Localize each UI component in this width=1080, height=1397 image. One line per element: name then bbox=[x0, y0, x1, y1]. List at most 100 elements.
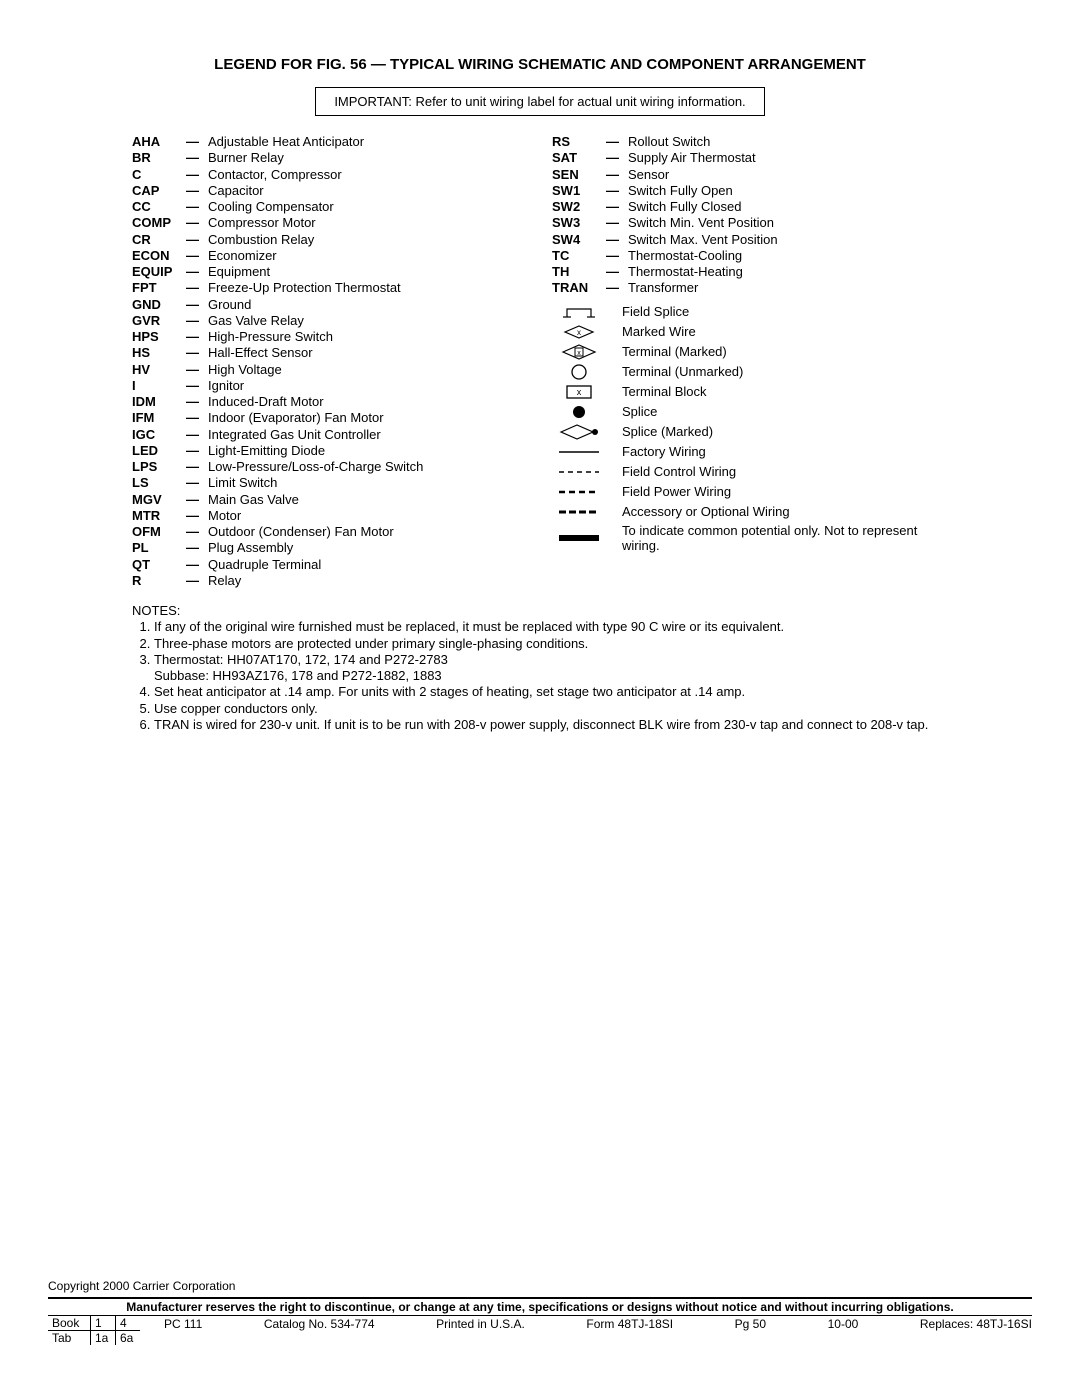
abbr-dash: — bbox=[186, 345, 208, 361]
abbr-row: MTR—Motor bbox=[132, 508, 528, 524]
abbr-desc: Economizer bbox=[208, 248, 528, 264]
tab-v2: 6a bbox=[116, 1331, 140, 1345]
abbr-desc: Thermostat-Heating bbox=[628, 264, 948, 280]
abbr-row: R—Relay bbox=[132, 573, 528, 589]
abbr-dash: — bbox=[186, 427, 208, 443]
abbr-row: OFM—Outdoor (Condenser) Fan Motor bbox=[132, 524, 528, 540]
symbol-row: xTerminal Block bbox=[552, 383, 948, 401]
page-title: LEGEND FOR FIG. 56 — TYPICAL WIRING SCHE… bbox=[48, 56, 1032, 73]
factory-wiring-icon bbox=[552, 443, 606, 461]
symbol-label: Splice (Marked) bbox=[606, 424, 948, 439]
symbol-row: Field Splice bbox=[552, 303, 948, 321]
common-potential-icon bbox=[552, 529, 606, 547]
book-v1: 1 bbox=[91, 1316, 116, 1330]
abbr-row: RS—Rollout Switch bbox=[552, 134, 948, 150]
abbr-code: TRAN bbox=[552, 280, 606, 296]
symbol-row: Splice bbox=[552, 403, 948, 421]
abbr-code: COMP bbox=[132, 215, 186, 231]
book-label: Book bbox=[48, 1316, 91, 1330]
abbr-code: IDM bbox=[132, 394, 186, 410]
abbr-row: SW4—Switch Max. Vent Position bbox=[552, 232, 948, 248]
abbr-code: TH bbox=[552, 264, 606, 280]
abbr-code: SW4 bbox=[552, 232, 606, 248]
abbr-row: IFM—Indoor (Evaporator) Fan Motor bbox=[132, 410, 528, 426]
abbr-row: SW1—Switch Fully Open bbox=[552, 183, 948, 199]
abbr-row: GVR—Gas Valve Relay bbox=[132, 313, 528, 329]
abbr-desc: Integrated Gas Unit Controller bbox=[208, 427, 528, 443]
terminal-marked-icon: x bbox=[552, 343, 606, 361]
symbol-row: Accessory or Optional Wiring bbox=[552, 503, 948, 521]
abbr-desc: Motor bbox=[208, 508, 528, 524]
abbr-code: OFM bbox=[132, 524, 186, 540]
footer-pg: Pg 50 bbox=[735, 1317, 766, 1331]
abbr-desc: Induced-Draft Motor bbox=[208, 394, 528, 410]
abbr-dash: — bbox=[186, 459, 208, 475]
abbr-code: CR bbox=[132, 232, 186, 248]
abbr-row: HS—Hall-Effect Sensor bbox=[132, 345, 528, 361]
abbr-code: GND bbox=[132, 297, 186, 313]
symbol-label: Marked Wire bbox=[606, 324, 948, 339]
abbr-desc: Switch Fully Open bbox=[628, 183, 948, 199]
notes-section: NOTES: If any of the original wire furni… bbox=[48, 603, 1032, 733]
abbr-row: SW2—Switch Fully Closed bbox=[552, 199, 948, 215]
abbr-desc: Freeze-Up Protection Thermostat bbox=[208, 280, 528, 296]
abbr-desc: Plug Assembly bbox=[208, 540, 528, 556]
abbr-desc: Ground bbox=[208, 297, 528, 313]
abbr-desc: Contactor, Compressor bbox=[208, 167, 528, 183]
abbr-code: HPS bbox=[132, 329, 186, 345]
abbr-code: C bbox=[132, 167, 186, 183]
symbol-row: Field Power Wiring bbox=[552, 483, 948, 501]
abbr-desc: Equipment bbox=[208, 264, 528, 280]
abbr-dash: — bbox=[606, 150, 628, 166]
splice-icon bbox=[552, 403, 606, 421]
manufacturer-disclaimer: Manufacturer reserves the right to disco… bbox=[48, 1297, 1032, 1316]
abbr-code: MGV bbox=[132, 492, 186, 508]
abbr-desc: Adjustable Heat Anticipator bbox=[208, 134, 528, 150]
abbr-desc: Relay bbox=[208, 573, 528, 589]
abbr-row: CC—Cooling Compensator bbox=[132, 199, 528, 215]
symbol-row: To indicate common potential only. Not t… bbox=[552, 523, 948, 553]
symbol-label: Field Splice bbox=[606, 304, 948, 319]
abbr-dash: — bbox=[606, 232, 628, 248]
abbr-row: SAT—Supply Air Thermostat bbox=[552, 150, 948, 166]
important-note: IMPORTANT: Refer to unit wiring label fo… bbox=[315, 87, 764, 116]
abbr-dash: — bbox=[186, 264, 208, 280]
abbr-code: R bbox=[132, 573, 186, 589]
copyright: Copyright 2000 Carrier Corporation bbox=[48, 1279, 1032, 1293]
field-control-wiring-icon bbox=[552, 463, 606, 481]
symbol-label: Terminal (Marked) bbox=[606, 344, 948, 359]
footer-pc: PC 111 bbox=[164, 1317, 202, 1331]
abbr-desc: Switch Fully Closed bbox=[628, 199, 948, 215]
abbr-code: TC bbox=[552, 248, 606, 264]
abbr-row: GND—Ground bbox=[132, 297, 528, 313]
abbr-row: TH—Thermostat-Heating bbox=[552, 264, 948, 280]
abbr-code: EQUIP bbox=[132, 264, 186, 280]
abbr-dash: — bbox=[606, 280, 628, 296]
abbr-dash: — bbox=[186, 313, 208, 329]
abbr-desc: Sensor bbox=[628, 167, 948, 183]
abbr-dash: — bbox=[186, 134, 208, 150]
symbol-label: Factory Wiring bbox=[606, 444, 948, 459]
abbr-dash: — bbox=[186, 232, 208, 248]
symbol-label: Field Power Wiring bbox=[606, 484, 948, 499]
abbr-dash: — bbox=[186, 410, 208, 426]
abbr-code: GVR bbox=[132, 313, 186, 329]
abbr-column-right: RS—Rollout SwitchSAT—Supply Air Thermost… bbox=[552, 134, 948, 589]
abbr-dash: — bbox=[186, 557, 208, 573]
abbr-desc: Combustion Relay bbox=[208, 232, 528, 248]
abbr-dash: — bbox=[606, 183, 628, 199]
abbr-row: LPS—Low-Pressure/Loss-of-Charge Switch bbox=[132, 459, 528, 475]
abbr-dash: — bbox=[186, 475, 208, 491]
abbr-desc: Thermostat-Cooling bbox=[628, 248, 948, 264]
abbr-dash: — bbox=[186, 508, 208, 524]
abbr-desc: High Voltage bbox=[208, 362, 528, 378]
abbr-code: HV bbox=[132, 362, 186, 378]
abbr-dash: — bbox=[606, 264, 628, 280]
abbr-code: FPT bbox=[132, 280, 186, 296]
abbr-code: AHA bbox=[132, 134, 186, 150]
symbol-row: xTerminal (Marked) bbox=[552, 343, 948, 361]
abbr-code: SEN bbox=[552, 167, 606, 183]
abbr-row: ECON—Economizer bbox=[132, 248, 528, 264]
abbr-desc: Capacitor bbox=[208, 183, 528, 199]
abbr-code: SAT bbox=[552, 150, 606, 166]
